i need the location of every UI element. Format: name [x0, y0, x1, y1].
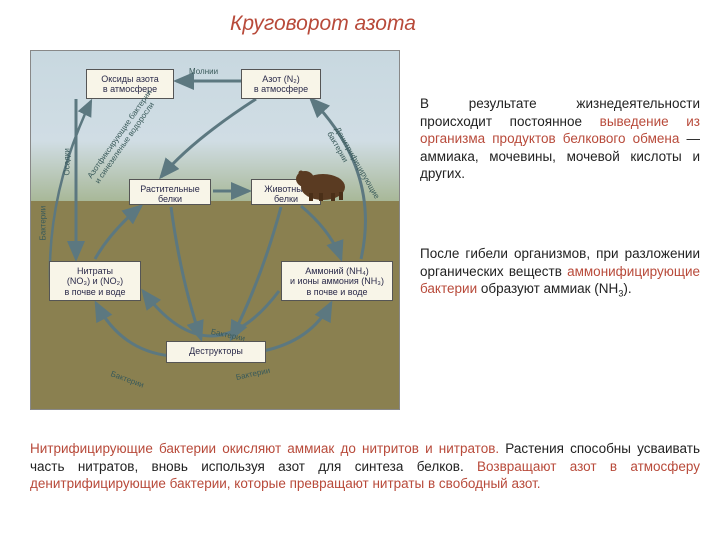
node-n2: Азот (N₂)в атмосфере	[241, 69, 321, 99]
label-bakt1: Бактерии	[39, 206, 48, 241]
paragraph-2: После гибели организмов, при разложении …	[420, 245, 700, 300]
paragraph-3: Нитрифицирующие бактерии окисляют аммиак…	[30, 440, 700, 493]
node-nitrates: Нитраты(NO₃) и (NO₂)в почве и воде	[49, 261, 141, 301]
paragraph-1: В результате жизнедеятельности происходи…	[420, 95, 700, 183]
node-ammonium: Аммоний (NH₄)и ионы аммония (NH₃)в почве…	[281, 261, 393, 301]
p3-a: Нитрифицирующие бактерии окисляют аммиак…	[30, 441, 499, 456]
node-destr: Деструкторы	[166, 341, 266, 363]
soil-region	[31, 201, 399, 409]
node-oxides: Оксиды азотав атмосфере	[86, 69, 174, 99]
node-plants: Растительныебелки	[129, 179, 211, 205]
label-molnii: Молнии	[189, 67, 218, 76]
label-osadki: Осадки	[63, 148, 72, 175]
nitrogen-cycle-diagram: Оксиды азотав атмосфере Азот (N₂)в атмос…	[30, 50, 400, 410]
page-title: Круговорот азота	[230, 12, 416, 36]
p2-d: ).	[623, 281, 631, 296]
p2-c: образуют аммиак (NH	[477, 281, 618, 296]
